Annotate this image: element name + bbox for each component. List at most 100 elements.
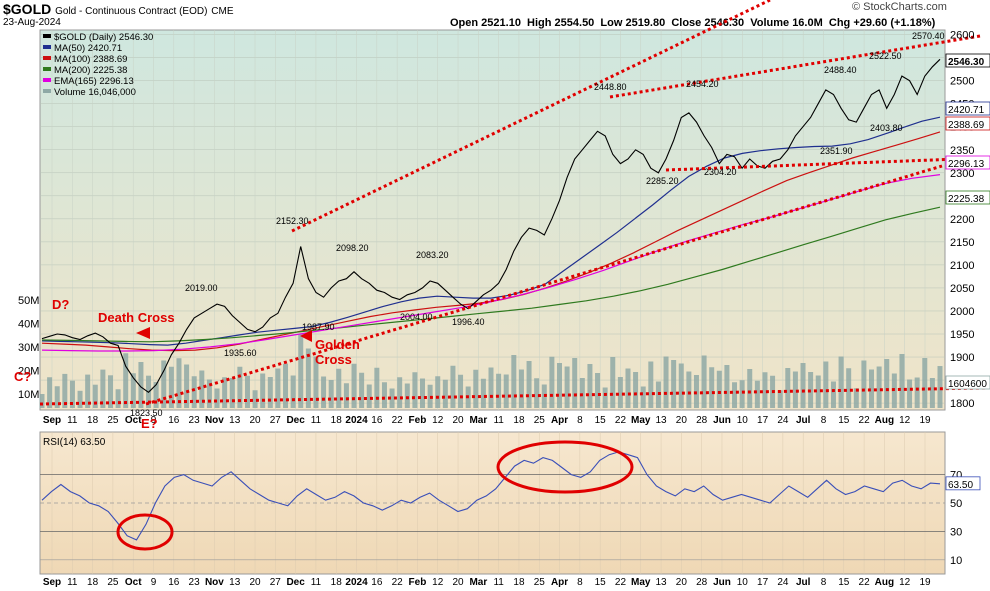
volume-bar (130, 373, 136, 408)
chart-date: 23-Aug-2024 (3, 17, 61, 28)
volume-bar (914, 377, 920, 408)
value-tag: 2296.13 (948, 159, 985, 170)
price-tick-label: 2000 (950, 306, 974, 318)
volume-bar (907, 379, 913, 408)
volume-bar (283, 363, 289, 408)
x-tick-label: 8 (577, 415, 583, 426)
x-tick-label: 25 (107, 415, 119, 426)
price-label: 2351.90 (820, 146, 853, 156)
volume-bar (838, 356, 844, 408)
x-tick-label: 17 (757, 415, 769, 426)
volume-bar (222, 377, 228, 408)
volume-bar (526, 361, 532, 408)
volume-bar (199, 370, 205, 408)
legend-label: MA(50) 2420.71 (54, 43, 122, 54)
x-tick-label: 8 (821, 415, 827, 426)
legend-swatch (43, 45, 51, 49)
x-tick-label: Nov (205, 415, 224, 426)
overbought-circle (496, 440, 634, 494)
volume-bar (671, 360, 677, 408)
x-tick-label: 23 (189, 415, 201, 426)
volume-axis-label: 50M (18, 295, 39, 307)
volume-bar (846, 368, 852, 408)
rsi-x-tick-label: 13 (656, 577, 668, 588)
volume-bar (853, 388, 859, 408)
volume-axis-label: 30M (18, 342, 39, 354)
volume-bar (678, 363, 684, 408)
volume-bar (572, 358, 578, 408)
price-label: 2098.20 (336, 243, 369, 253)
volume-bar (709, 367, 715, 408)
rsi-series (40, 451, 945, 561)
volume-bar (237, 366, 243, 408)
volume-bar (815, 375, 821, 408)
x-tick-label: 15 (595, 415, 607, 426)
rsi-x-tick-label: Oct (125, 577, 142, 588)
annotation-e: E? (141, 416, 158, 431)
volume-bar (115, 389, 121, 408)
volume-bar (739, 380, 745, 408)
x-tick-label: 20 (676, 415, 688, 426)
price-label: 2304.20 (704, 167, 737, 177)
annotation-golden-cross-2: Cross (315, 352, 352, 367)
price-label: 2403.80 (870, 123, 903, 133)
x-tick-label: Jul (796, 415, 811, 426)
rsi-x-tick-label: Jun (713, 577, 731, 588)
volume-bar (435, 376, 441, 408)
x-tick-label: Sep (43, 415, 61, 426)
volume-bar (686, 371, 692, 408)
x-tick-label: 28 (696, 415, 708, 426)
volume-bar (876, 366, 882, 408)
price-label: 2448.80 (594, 82, 627, 92)
axes: 1800185019001950200020502100215022002250… (18, 30, 990, 588)
rsi-tick-label: 10 (950, 555, 962, 567)
legend-swatch (43, 34, 51, 38)
volume-bar (458, 374, 464, 408)
volume-bar (229, 378, 235, 408)
x-tick-label: 18 (87, 415, 99, 426)
volume-bar (587, 364, 593, 408)
price-label: 2454.20 (686, 79, 719, 89)
volume-bar (313, 356, 319, 408)
volume-bar (503, 374, 509, 408)
rsi-x-tick-label: 27 (270, 577, 282, 588)
rsi-x-tick-label: 16 (371, 577, 383, 588)
rsi-x-tick-label: Mar (469, 577, 487, 588)
volume-bar (206, 379, 212, 408)
x-tick-label: 22 (615, 415, 627, 426)
trendline (665, 156, 986, 172)
value-tag-box (945, 190, 990, 205)
volume-bar (595, 373, 601, 408)
volume-axis-label: 40M (18, 319, 39, 331)
grid (40, 30, 945, 574)
rsi-line (41, 451, 941, 541)
rsi-x-tick-label: 10 (737, 577, 749, 588)
volume-bar (138, 362, 144, 408)
x-tick-label: May (631, 415, 651, 426)
death-cross-arrow (136, 327, 150, 339)
volume-bar (732, 382, 738, 408)
x-tick-label: 12 (899, 415, 911, 426)
rsi-x-tick-label: Feb (409, 577, 427, 588)
ma-line (41, 116, 941, 346)
price-tick-label: 2600 (950, 30, 974, 42)
volume-bar (69, 380, 75, 408)
rsi-value-box (945, 476, 981, 491)
volume-bar (176, 358, 182, 408)
price-tick-label: 2300 (950, 168, 974, 180)
volume-bar (267, 377, 273, 408)
price-tick-label: 1800 (950, 398, 974, 410)
volume-bar (321, 376, 327, 408)
volume-bar (823, 361, 829, 408)
rsi-legend: RSI(14) 63.50 (43, 437, 106, 448)
rsi-x-tick-label: Jul (796, 577, 811, 588)
value-tag: 2546.30 (948, 57, 985, 68)
price-tick-label: 2500 (950, 76, 974, 88)
rsi-x-tick-label: 22 (615, 577, 627, 588)
chart-title: Gold - Continuous Contract (EOD) (55, 6, 208, 17)
rsi-x-tick-label: 11 (67, 577, 78, 588)
volume-bar (724, 365, 730, 408)
x-tick-label: 11 (67, 415, 78, 426)
volume-bar (663, 356, 669, 408)
